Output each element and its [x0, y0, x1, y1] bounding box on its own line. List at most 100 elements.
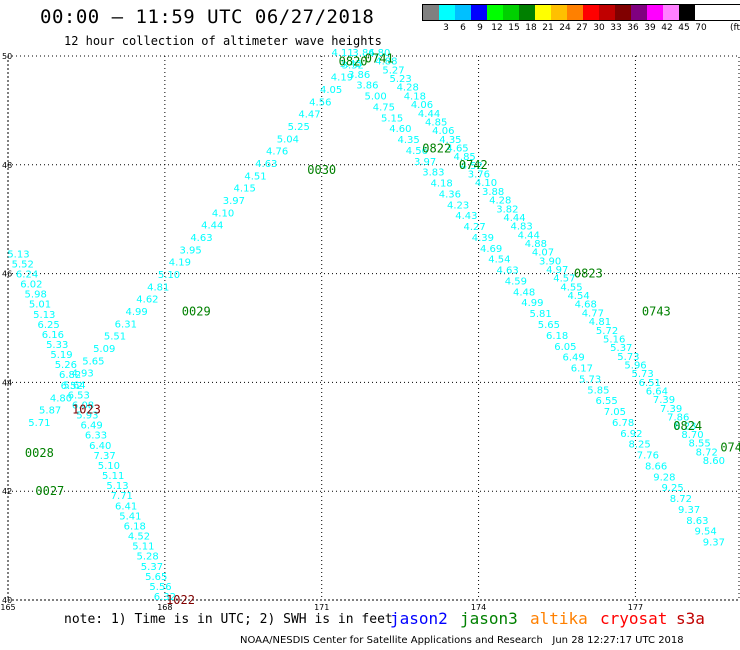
pass-time-label: 0028 — [25, 446, 54, 460]
wave-height-value: 4.77 — [582, 308, 604, 319]
wave-height-value: 5.37 — [141, 562, 163, 573]
legend-label: 12 — [491, 23, 503, 33]
wave-height-value: 5.96 — [624, 361, 646, 372]
wave-height-value: 8.55 — [688, 439, 710, 450]
wave-height-value: 5.27 — [382, 65, 404, 76]
wave-height-value: 5.73 — [632, 369, 654, 380]
wave-height-value: 4.68 — [575, 300, 597, 311]
wave-height-value: 9.54 — [694, 527, 716, 538]
legend-label: 6 — [460, 23, 466, 33]
wave-height-value: 6.33 — [85, 431, 107, 442]
legend-swatch — [535, 5, 551, 20]
wave-height-value: 4.35 — [439, 135, 461, 146]
legend-swatch — [471, 5, 487, 20]
wave-height-value: 4.27 — [463, 222, 485, 233]
latitude-tick-label: 46 — [2, 270, 12, 279]
legend-label: 15 — [508, 23, 520, 33]
pass-time-label: 0030 — [307, 163, 336, 177]
wave-height-value: 4.99 — [521, 298, 543, 309]
wave-height-value: 9.28 — [653, 472, 675, 483]
wave-height-value: 8.23 — [674, 421, 696, 432]
wave-height-value: 5.81 — [529, 309, 551, 320]
wave-height-value: 3.97 — [223, 196, 245, 207]
wave-height-value: 5.98 — [25, 290, 47, 301]
wave-height-value: 7.76 — [637, 451, 659, 462]
wave-height-value: 4.19 — [331, 73, 353, 84]
legend-swatch — [487, 5, 503, 20]
wave-height-value: 6.32 — [154, 592, 176, 603]
wave-height-value: 6.78 — [612, 418, 634, 429]
legend-swatch — [455, 5, 471, 20]
wave-height-value: 7.86 — [667, 413, 689, 424]
wave-height-value: 5.13 — [7, 249, 29, 260]
wave-height-value: 4.97 — [546, 265, 568, 276]
wave-height-value: 5.72 — [596, 326, 618, 337]
wave-height-value: 4.81 — [589, 317, 611, 328]
wave-height-value: 5.11 — [102, 471, 124, 482]
wave-height-value: 4.93 — [71, 369, 93, 380]
wave-height-value: 5.56 — [149, 582, 171, 593]
legend-label: 42 — [661, 23, 673, 33]
longitude-tick-label: 174 — [471, 603, 486, 612]
wave-height-value: 3.88 — [482, 187, 504, 198]
wave-height-value: 3.86 — [352, 48, 374, 59]
wave-height-value: 4.88 — [375, 57, 397, 68]
wave-height-value: 5.87 — [39, 406, 61, 417]
satellite-legend-item: altika — [530, 609, 588, 628]
wave-height-value: 6.08 — [72, 400, 94, 411]
pass-time-label: 0822 — [422, 141, 451, 155]
wave-height-value: 4.76 — [266, 147, 288, 158]
legend-label: 39 — [644, 23, 656, 33]
wave-height-value: 8.63 — [686, 516, 708, 527]
wave-height-value: 5.13 — [106, 481, 128, 492]
wave-height-value: 6.52 — [61, 381, 83, 392]
longitude-tick-label: 177 — [628, 603, 643, 612]
wave-height-value: 4.15 — [234, 184, 256, 195]
wave-height-value: 3.45 — [340, 59, 362, 70]
wave-height-value: 5.25 — [288, 122, 310, 133]
satellite-legend-item: s3a — [676, 609, 705, 628]
legend-unit: (ft) — [730, 23, 740, 33]
pass-time-label: 0742 — [459, 158, 488, 172]
pass-time-label: 0824 — [673, 419, 702, 433]
wave-height-value: 5.10 — [98, 461, 120, 472]
wave-height-value: 5.65 — [145, 572, 167, 583]
wave-height-value: 4.65 — [446, 143, 468, 154]
longitude-tick-label: 171 — [314, 603, 329, 612]
wave-height-value: 6.51 — [639, 378, 661, 389]
wave-height-value: 4.85 — [425, 117, 447, 128]
legend-label: 9 — [477, 23, 483, 33]
pass-time-label: 1022 — [166, 593, 195, 607]
wave-height-value: 4.10 — [475, 178, 497, 189]
wave-height-value: 5.28 — [137, 552, 159, 563]
legend-label: 45 — [678, 23, 690, 33]
wave-height-value: 3.86 — [348, 70, 370, 81]
pass-time-label: 0820 — [339, 54, 368, 68]
legend-swatch — [615, 5, 631, 20]
wave-height-value: 4.44 — [201, 221, 223, 232]
satellite-legend-item: jason2 — [390, 609, 448, 628]
wave-height-value: 4.48 — [513, 287, 535, 298]
pass-time-label: 0823 — [574, 267, 603, 281]
wave-height-value: 5.65 — [538, 320, 560, 331]
wave-height-value: 6.49 — [562, 353, 584, 364]
wave-height-value: 4.54 — [488, 255, 510, 266]
legend-swatch — [599, 5, 615, 20]
legend-swatch — [439, 5, 455, 20]
wave-height-value: 4.56 — [406, 146, 428, 157]
wave-height-value: 5.73 — [579, 374, 601, 385]
wave-height-value: 5.93 — [76, 411, 98, 422]
wave-height-value: 5.71 — [28, 418, 50, 429]
wave-height-value: 4.19 — [169, 258, 191, 269]
latitude-tick-label: 44 — [2, 378, 12, 387]
wave-height-value: 8.66 — [645, 461, 667, 472]
legend-swatch — [679, 5, 695, 20]
latitude-tick-label: 50 — [2, 52, 12, 61]
wave-height-value: 4.05 — [320, 85, 342, 96]
wave-height-value: 5.64 — [63, 380, 85, 391]
wave-height-value: 4.57 — [553, 274, 575, 285]
wave-height-value: 4.39 — [472, 233, 494, 244]
wave-height-value: 5.11 — [132, 542, 154, 553]
wave-height-value: 4.63 — [496, 266, 518, 277]
